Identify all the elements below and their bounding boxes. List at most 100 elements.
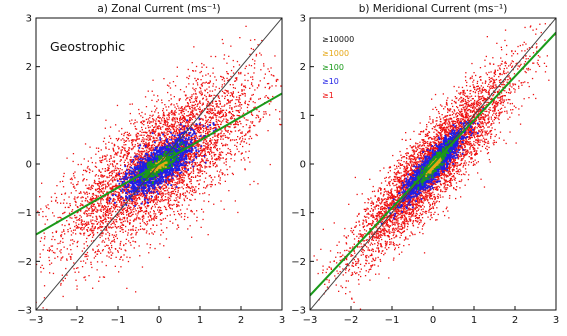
density-point bbox=[107, 191, 109, 193]
density-point bbox=[192, 112, 194, 115]
density-point bbox=[240, 141, 242, 143]
density-point bbox=[101, 181, 103, 183]
density-point bbox=[191, 62, 193, 64]
density-point bbox=[179, 195, 181, 197]
density-point bbox=[173, 113, 175, 115]
density-point bbox=[202, 170, 204, 172]
density-point bbox=[109, 175, 111, 177]
density-point bbox=[225, 118, 227, 120]
density-point bbox=[215, 153, 217, 156]
density-point bbox=[186, 172, 188, 174]
density-point bbox=[114, 153, 116, 156]
density-point bbox=[119, 212, 121, 214]
density-point bbox=[37, 210, 39, 212]
density-point bbox=[173, 124, 175, 126]
density-point bbox=[101, 176, 103, 178]
density-point bbox=[179, 120, 181, 122]
density-point bbox=[181, 186, 183, 188]
density-point bbox=[254, 106, 256, 108]
density-point bbox=[100, 203, 102, 205]
density-point bbox=[107, 237, 109, 239]
density-point bbox=[124, 249, 126, 251]
density-point bbox=[151, 115, 153, 117]
density-point bbox=[97, 190, 99, 193]
density-point bbox=[197, 145, 199, 148]
density-point bbox=[80, 163, 82, 166]
density-point bbox=[175, 128, 177, 130]
density-point bbox=[63, 199, 65, 201]
density-point bbox=[239, 98, 241, 100]
density-point bbox=[104, 218, 107, 220]
density-point bbox=[187, 115, 189, 117]
density-point bbox=[126, 214, 128, 216]
density-point bbox=[204, 122, 207, 125]
density-point bbox=[115, 169, 118, 171]
density-point bbox=[183, 179, 185, 182]
density-point bbox=[175, 117, 177, 119]
density-point bbox=[147, 204, 149, 206]
density-point bbox=[214, 127, 216, 129]
density-point bbox=[84, 255, 86, 258]
density-point bbox=[153, 217, 155, 219]
density-point bbox=[216, 142, 218, 144]
density-point bbox=[192, 152, 194, 155]
density-point bbox=[191, 104, 193, 106]
density-point bbox=[127, 207, 129, 209]
density-point bbox=[188, 186, 190, 188]
density-point bbox=[136, 156, 138, 158]
density-point bbox=[159, 219, 162, 221]
density-point bbox=[110, 175, 113, 177]
density-point bbox=[149, 156, 151, 158]
density-point bbox=[131, 103, 133, 105]
density-point bbox=[148, 139, 150, 142]
density-point bbox=[56, 248, 58, 250]
density-point bbox=[75, 222, 77, 224]
density-point bbox=[157, 127, 159, 130]
density-point bbox=[165, 132, 167, 134]
density-point bbox=[148, 199, 150, 201]
density-point bbox=[295, 42, 296, 43]
density-point bbox=[60, 257, 62, 259]
density-point bbox=[152, 119, 154, 121]
density-point bbox=[204, 90, 206, 92]
density-point bbox=[40, 266, 42, 269]
density-point bbox=[237, 99, 239, 101]
density-point bbox=[209, 149, 211, 151]
density-point bbox=[148, 252, 150, 254]
density-point bbox=[6, 201, 7, 202]
density-point bbox=[230, 131, 232, 133]
density-point bbox=[194, 124, 196, 127]
density-point bbox=[125, 190, 127, 192]
density-point bbox=[144, 206, 146, 208]
density-point bbox=[113, 178, 116, 180]
density-point bbox=[155, 213, 157, 215]
density-point bbox=[204, 177, 207, 179]
density-point bbox=[202, 192, 204, 195]
density-point bbox=[92, 185, 94, 187]
density-point bbox=[175, 172, 177, 174]
density-point bbox=[217, 111, 219, 113]
density-point bbox=[102, 184, 104, 186]
density-point bbox=[92, 248, 94, 250]
density-point bbox=[178, 178, 180, 181]
density-point bbox=[142, 220, 144, 222]
density-point bbox=[173, 117, 175, 119]
density-point bbox=[170, 207, 172, 210]
density-point bbox=[213, 107, 216, 109]
density-point bbox=[182, 120, 184, 122]
density-point bbox=[131, 119, 133, 121]
density-point bbox=[238, 150, 240, 153]
density-point bbox=[174, 186, 176, 188]
density-point bbox=[259, 52, 261, 54]
density-point bbox=[189, 121, 191, 123]
density-point bbox=[225, 113, 227, 115]
density-point bbox=[134, 164, 137, 166]
density-point bbox=[218, 111, 220, 114]
density-point bbox=[113, 191, 115, 193]
density-point bbox=[270, 67, 272, 69]
density-point bbox=[86, 214, 88, 216]
density-point bbox=[141, 266, 144, 268]
density-point bbox=[157, 139, 159, 141]
density-point bbox=[206, 104, 208, 106]
density-point bbox=[220, 169, 222, 171]
